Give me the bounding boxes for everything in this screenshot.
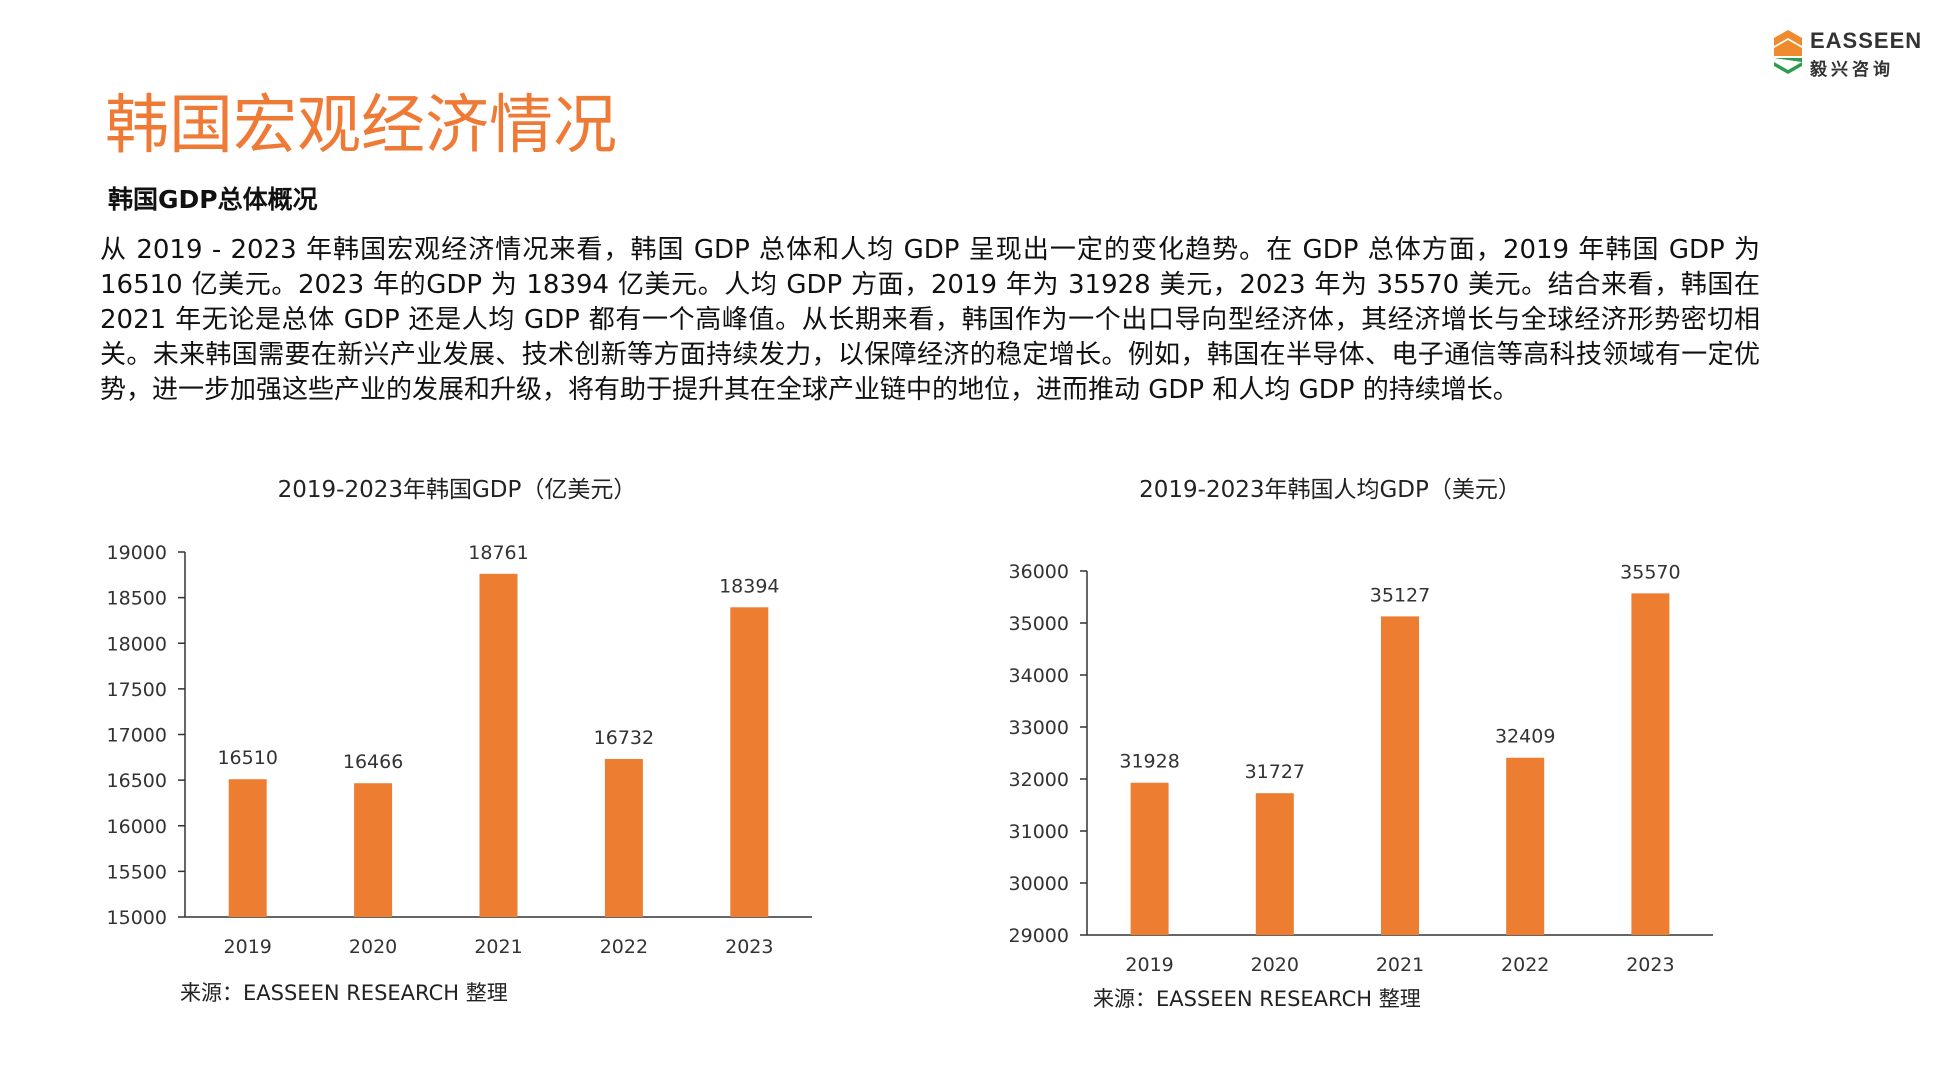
gdp-y-tick-label: 18500 (107, 588, 167, 610)
per-capita-bar (1130, 782, 1169, 935)
per-capita-x-tick-label: 2022 (1501, 954, 1549, 976)
gdp-y-tick-label: 15500 (107, 861, 167, 883)
gdp-data-label: 16732 (594, 727, 654, 749)
per-capita-y-tick-label: 35000 (1009, 613, 1069, 635)
gdp-x-tick-label: 2021 (474, 936, 522, 958)
per-capita-y-tick-label: 30000 (1009, 873, 1069, 895)
per-capita-x-tick-label: 2021 (1376, 954, 1424, 976)
gdp-data-label: 16510 (217, 747, 277, 769)
per-capita-y-tick-label: 29000 (1009, 925, 1069, 947)
gdp-y-tick-label: 15000 (107, 907, 167, 929)
page-title: 韩国宏观经济情况 (105, 89, 617, 163)
per-capita-bar (1255, 793, 1294, 935)
per-capita-x-tick-label: 2019 (1125, 954, 1173, 976)
easseen-logo: EASSEEN 毅兴咨询 (1768, 28, 1921, 80)
gdp-y-tick-label: 19000 (107, 542, 167, 564)
per-capita-y-tick-label: 36000 (1009, 561, 1069, 583)
per-capita-x-tick-label: 2023 (1626, 954, 1674, 976)
gdp-x-tick-label: 2023 (725, 936, 773, 958)
gdp-data-label: 18394 (719, 575, 779, 597)
gdp-chart-title: 2019-2023年韩国GDP（亿美元） (277, 477, 637, 503)
per-capita-x-tick-label: 2020 (1251, 954, 1299, 976)
per-capita-bar (1506, 757, 1545, 935)
per-capita-y-tick-label: 31000 (1009, 821, 1069, 843)
per-capita-bar (1381, 616, 1419, 935)
per-capita-chart-source: 来源：EASSEEN RESEARCH 整理 (1093, 987, 1421, 1011)
gdp-bar (228, 779, 267, 917)
per-capita-y-tick-label: 32000 (1009, 769, 1069, 791)
per-capita-chart-title: 2019-2023年韩国人均GDP（美元） (1139, 477, 1521, 503)
per-capita-data-label: 35127 (1370, 584, 1430, 606)
per-capita-data-label: 31928 (1119, 751, 1179, 773)
section-title: 韩国GDP总体概况 (108, 185, 318, 214)
logo-chinese-name: 毅兴咨询 (1810, 60, 1894, 80)
gdp-x-tick-label: 2019 (224, 936, 272, 958)
logo-name: EASSEEN (1810, 28, 1923, 53)
gdp-bar (604, 758, 643, 917)
gdp-chart-source: 来源：EASSEEN RESEARCH 整理 (180, 981, 508, 1005)
gdp-bar (354, 783, 393, 917)
per-capita-y-tick-label: 33000 (1009, 717, 1069, 739)
gdp-y-tick-label: 17500 (107, 679, 167, 701)
summary-paragraph: 从 2019 - 2023 年韩国宏观经济情况来看，韩国 GDP 总体和人均 G… (100, 235, 1760, 405)
per-capita-data-label: 31727 (1245, 761, 1305, 783)
per-capita-data-label: 35570 (1620, 561, 1680, 583)
gdp-y-tick-label: 16500 (107, 770, 167, 792)
gdp-y-tick-label: 16000 (107, 816, 167, 838)
gdp-x-tick-label: 2020 (349, 936, 397, 958)
per-capita-y-tick-label: 34000 (1009, 665, 1069, 687)
gdp-bar (730, 607, 769, 917)
gdp-y-tick-label: 18000 (107, 633, 167, 655)
gdp-y-tick-label: 17000 (107, 725, 167, 747)
gdp-data-label: 18761 (468, 542, 528, 564)
gdp-x-tick-label: 2022 (600, 936, 648, 958)
easseen-logo-icon (1774, 30, 1802, 74)
per-capita-data-label: 32409 (1495, 726, 1555, 748)
gdp-data-label: 16466 (343, 751, 403, 773)
per-capita-bar (1631, 593, 1670, 935)
gdp-bar (479, 573, 518, 917)
